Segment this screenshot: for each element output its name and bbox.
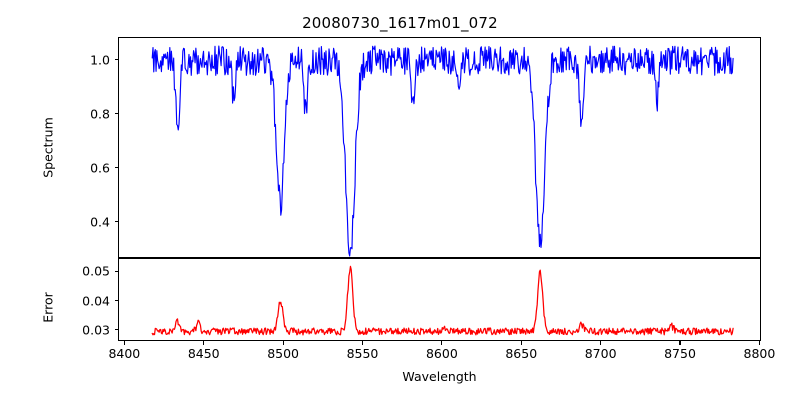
error-y-tick xyxy=(114,270,118,272)
x-tick xyxy=(203,341,205,345)
error-curve xyxy=(152,266,733,334)
x-tick xyxy=(600,341,602,345)
x-tick xyxy=(679,341,681,345)
x-tick-label: 8400 xyxy=(108,346,141,361)
x-tick-label: 8500 xyxy=(267,346,300,361)
spectrum-y-tick-label: 0.8 xyxy=(90,106,110,122)
spectrum-curve xyxy=(152,46,733,256)
x-tick-label: 8750 xyxy=(664,346,696,361)
x-tick-label: 8700 xyxy=(584,346,617,361)
error-y-tick-label: 0.03 xyxy=(82,322,110,338)
error-panel xyxy=(118,258,761,341)
error-y-tick xyxy=(114,299,118,302)
spectrum-panel xyxy=(118,37,761,258)
chart-title: 20080730_1617m01_072 xyxy=(302,14,498,32)
x-tick xyxy=(361,341,364,345)
x-tick xyxy=(520,341,522,345)
error-plot-area xyxy=(119,259,760,340)
spectrum-y-axis-label: Spectrum xyxy=(40,117,56,178)
error-y-tick xyxy=(114,329,118,331)
error-y-tick-label: 0.05 xyxy=(82,263,110,279)
x-tick-label: 8600 xyxy=(425,346,458,361)
spectrum-y-tick xyxy=(114,113,118,115)
error-y-axis-label: Error xyxy=(40,292,56,323)
x-tick xyxy=(282,341,284,345)
spectrum-y-tick-label: 0.4 xyxy=(90,214,110,230)
x-tick-label: 8800 xyxy=(743,346,776,361)
error-y-tick-label: 0.04 xyxy=(82,293,110,309)
x-axis-label: Wavelength xyxy=(402,369,477,384)
spectrum-y-tick xyxy=(114,167,118,169)
spectrum-y-tick xyxy=(114,221,118,223)
x-tick-label: 8450 xyxy=(187,346,220,361)
spectrum-plot-area xyxy=(119,38,760,257)
spectrum-y-tick xyxy=(114,59,118,61)
x-tick xyxy=(123,341,125,345)
x-tick xyxy=(441,341,443,345)
spectrum-y-tick-label: 0.6 xyxy=(90,160,110,176)
spectrum-y-tick-label: 1.0 xyxy=(90,52,110,68)
x-tick-label: 8550 xyxy=(346,346,379,361)
x-tick xyxy=(758,341,760,345)
x-tick-label: 8650 xyxy=(505,346,538,361)
